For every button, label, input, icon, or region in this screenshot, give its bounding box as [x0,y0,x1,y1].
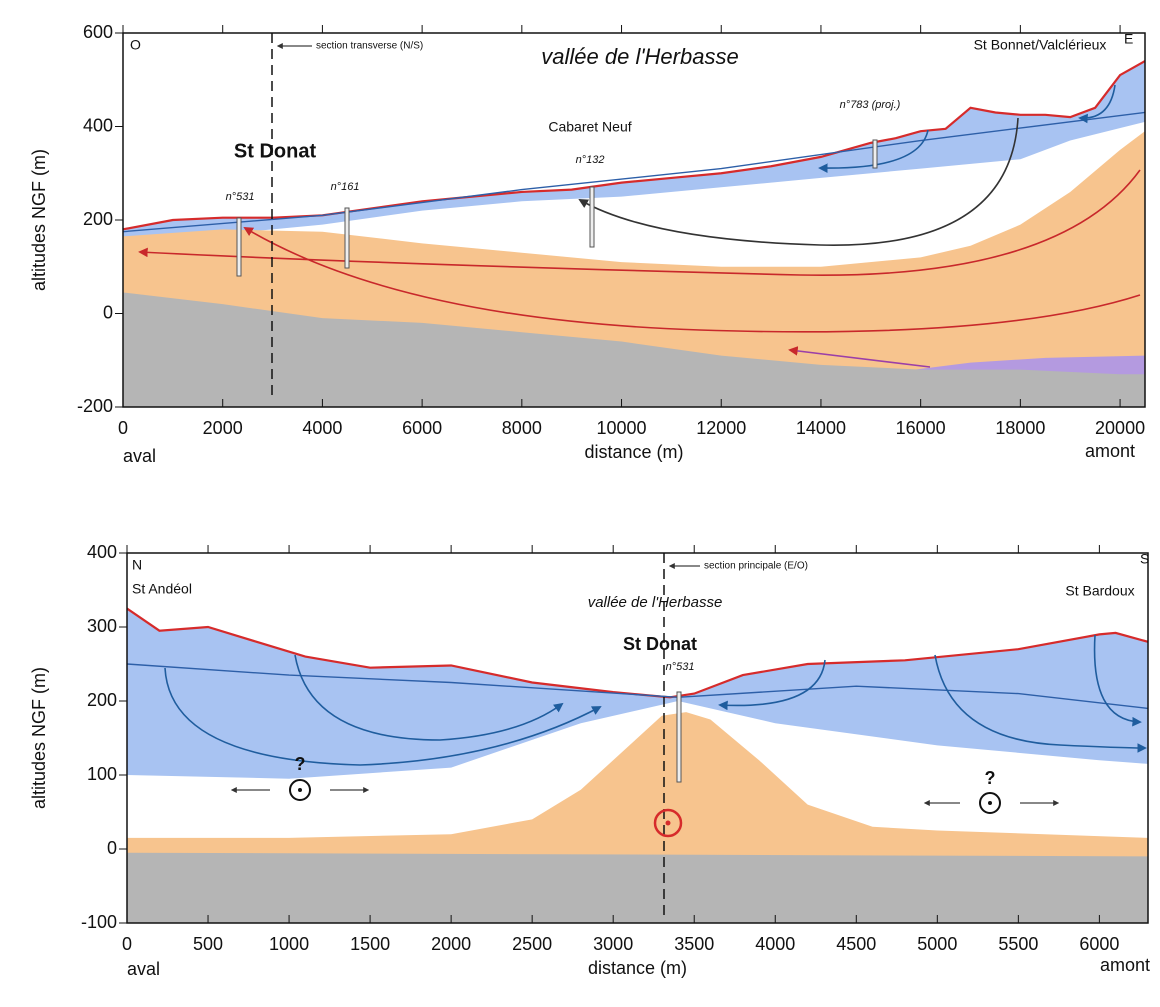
x-tick-label: 16000 [896,418,946,438]
y-axis-title: altitudes NGF (m) [29,149,49,291]
y-axis-title: altitudes NGF (m) [29,667,49,809]
y-tick-label: 0 [107,838,117,858]
x-tick-label: 1500 [350,934,390,954]
annotation: n°161 [331,181,360,193]
flow-line [243,227,1141,333]
y-tick-label: 400 [83,115,113,135]
flow-line [934,654,1147,753]
x-tick-label: 20000 [1095,418,1145,438]
x-tick-label: 4500 [836,934,876,954]
flow-symbol [988,801,992,805]
annotation: O [130,37,141,53]
annotation: St Andéol [132,581,192,597]
annotation: n°531 [666,661,695,673]
x-tick-label: 10000 [597,418,647,438]
well [344,207,350,269]
y-tick-label: 200 [83,209,113,229]
y-tick-label: 0 [103,302,113,322]
well [236,217,242,277]
flow-symbol [289,779,311,801]
annotation: ? [295,754,306,774]
annotation: amont [1100,955,1150,975]
chart-title: vallée de l'Herbasse [588,594,723,611]
x-tick-label: 500 [193,934,223,954]
flow-symbol [653,808,683,838]
x-tick-label: 6000 [402,418,442,438]
x-tick-label: 4000 [755,934,795,954]
chart-title: vallée de l'Herbasse [541,44,738,69]
y-tick-label: 100 [87,764,117,784]
annotation: St Bardoux [1065,583,1134,599]
annotation: N [132,557,142,573]
annotation: St Bonnet/Valclérieux [974,37,1107,53]
flow-line [818,129,929,173]
flow-symbol [979,792,1001,814]
x-tick-label: 5000 [917,934,957,954]
annotation: E [1124,31,1133,47]
annotation: S [1140,551,1149,567]
x-tick-label: 2000 [431,934,471,954]
annotations: O E section transverse (N/S) St Bonnet/V… [123,31,1150,979]
annotation: n°531 [226,191,255,203]
x-tick-label: 4000 [302,418,342,438]
annotation: Cabaret Neuf [548,119,631,135]
annotation: n°783 (proj.) [840,99,901,111]
well [589,186,595,248]
flow-symbol [298,788,302,792]
x-tick-label: 5500 [998,934,1038,954]
y-tick-label: 200 [87,690,117,710]
well [872,139,878,169]
layers: 0 2000 4000 6000 8000 10000 12000 14000 16000 180… [29,22,1149,978]
flow-line [138,169,1141,277]
annotation: aval [123,446,156,466]
annotation: section transverse (N/S) [316,41,423,52]
annotation: section principale (E/O) [704,561,808,572]
y-tick-label: -100 [81,912,117,932]
y-tick-label: 600 [83,22,113,42]
cross-section: 0 2000 4000 6000 8000 10000 12000 14000 16000 180… [29,22,1146,462]
x-tick-label: 14000 [796,418,846,438]
x-axis-title: distance (m) [588,958,687,978]
plot-frame [126,552,1149,924]
annotation: ? [985,768,996,788]
x-tick-label: 8000 [502,418,542,438]
flow-line [788,346,931,368]
x-tick-label: 6000 [1079,934,1119,954]
profile-line [122,111,1146,233]
annotation: aval [127,959,160,979]
well [676,691,682,783]
x-tick-label: 3000 [593,934,633,954]
x-tick-label: 1000 [269,934,309,954]
x-tick-label: 3500 [674,934,714,954]
annotation: St Donat [623,634,697,654]
x-axis-title: distance (m) [584,442,683,462]
flow-line [294,654,564,741]
x-tick-label: 18000 [995,418,1045,438]
y-tick-label: 400 [87,542,117,562]
cross-section: 0 500 1000 1500 2000 2500 3000 3500 4000 4500 5000… [29,542,1149,978]
x-tick-label: 12000 [696,418,746,438]
y-tick-label: 300 [87,616,117,636]
flow-line [1093,634,1142,727]
flow-symbol [665,820,671,826]
y-tick-label: -200 [77,396,113,416]
flow-line [1078,84,1116,124]
layer-area [127,852,1148,923]
flow-line [164,667,602,766]
flow-line [718,659,826,711]
layer-area [123,292,1145,407]
x-tick-label: 0 [122,934,132,954]
x-tick-label: 0 [118,418,128,438]
annotation: St Donat [234,140,317,162]
flow-line [578,117,1019,246]
x-tick-label: 2500 [512,934,552,954]
x-tick-label: 2000 [203,418,243,438]
annotation: n°132 [576,154,605,166]
annotation: amont [1085,441,1135,461]
